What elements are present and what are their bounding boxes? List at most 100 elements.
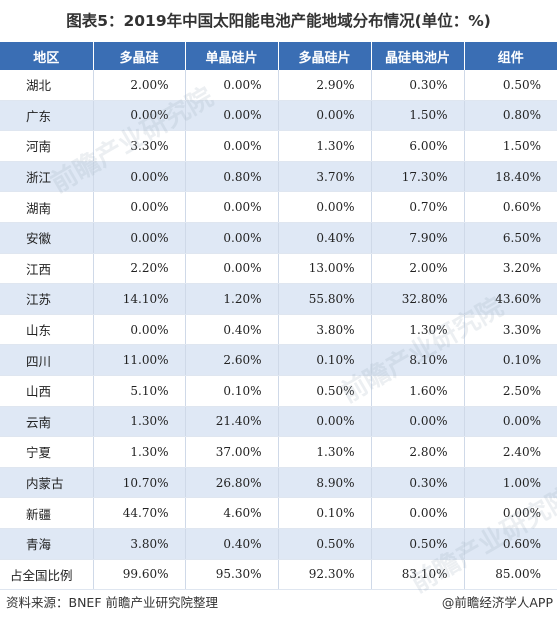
cell-cell: 1.60%	[371, 375, 465, 407]
table-row: 山东 0.00% 0.40% 3.80% 1.30% 3.30%	[0, 314, 557, 346]
cell-mono-wafer: 95.30%	[185, 559, 279, 591]
table-row: 内蒙古 10.70% 26.80% 8.90% 0.30% 1.00%	[0, 467, 557, 499]
table-row: 浙江 0.00% 0.80% 3.70% 17.30% 18.40%	[0, 161, 557, 193]
cell-multi-wafer: 0.00%	[278, 191, 372, 223]
cell-polysilicon: 3.80%	[93, 528, 186, 560]
cell-module: 0.10%	[464, 344, 557, 376]
cell-multi-wafer: 8.90%	[278, 467, 372, 499]
cell-polysilicon: 10.70%	[93, 467, 186, 499]
cell-module: 0.60%	[464, 191, 557, 223]
cell-region: 青海	[0, 528, 94, 560]
cell-mono-wafer: 1.20%	[185, 283, 279, 315]
cell-module: 0.00%	[464, 497, 557, 529]
cell-module: 18.40%	[464, 161, 557, 193]
cell-mono-wafer: 2.60%	[185, 344, 279, 376]
cell-region: 江苏	[0, 283, 94, 315]
cell-cell: 0.00%	[371, 497, 465, 529]
cell-multi-wafer: 92.30%	[278, 559, 372, 591]
cell-mono-wafer: 0.00%	[185, 70, 279, 101]
cell-mono-wafer: 0.00%	[185, 191, 279, 223]
cell-cell: 0.70%	[371, 191, 465, 223]
cell-multi-wafer: 1.30%	[278, 436, 372, 468]
cell-polysilicon: 2.20%	[93, 253, 186, 285]
cell-module: 0.60%	[464, 528, 557, 560]
cell-cell: 17.30%	[371, 161, 465, 193]
cell-region: 湖北	[0, 70, 94, 101]
cell-region: 四川	[0, 344, 94, 376]
cell-multi-wafer: 0.00%	[278, 406, 372, 438]
cell-cell: 0.30%	[371, 70, 465, 101]
cell-multi-wafer: 3.80%	[278, 314, 372, 346]
cell-cell: 1.50%	[371, 100, 465, 132]
table-row: 湖南 0.00% 0.00% 0.00% 0.70% 0.60%	[0, 191, 557, 223]
cell-polysilicon: 3.30%	[93, 130, 186, 162]
cell-region: 新疆	[0, 497, 94, 529]
cell-polysilicon: 0.00%	[93, 191, 186, 223]
cell-mono-wafer: 0.00%	[185, 100, 279, 132]
cell-module: 1.00%	[464, 467, 557, 499]
cell-region: 安徽	[0, 222, 94, 254]
cell-multi-wafer: 0.40%	[278, 222, 372, 254]
capacity-table: 地区 多晶硅 单晶硅片 多晶硅片 晶硅电池片 组件 湖北 2.00% 0.00% 2.…	[0, 42, 557, 591]
table-row: 青海 3.80% 0.40% 0.50% 0.50% 0.60%	[0, 528, 557, 560]
table-row: 湖北 2.00% 0.00% 2.90% 0.30% 0.50%	[0, 70, 557, 101]
cell-multi-wafer: 0.10%	[278, 497, 372, 529]
source-note: 资料来源：BNEF 前瞻产业研究院整理	[6, 595, 218, 610]
cell-cell: 0.00%	[371, 406, 465, 438]
header-cell: 晶硅电池片	[371, 42, 465, 70]
cell-polysilicon: 0.00%	[93, 161, 186, 193]
cell-mono-wafer: 37.00%	[185, 436, 279, 468]
header-polysilicon: 多晶硅	[93, 42, 186, 70]
table-body: 湖北 2.00% 0.00% 2.90% 0.30% 0.50% 广东 0.00% 0.00% 0…	[0, 70, 557, 591]
cell-module: 3.30%	[464, 314, 557, 346]
cell-region: 占全国比例	[0, 559, 94, 591]
cell-mono-wafer: 4.60%	[185, 497, 279, 529]
cell-cell: 8.10%	[371, 344, 465, 376]
cell-polysilicon: 1.30%	[93, 436, 186, 468]
table-row: 山西 5.10% 0.10% 0.50% 1.60% 2.50%	[0, 375, 557, 407]
cell-region: 湖南	[0, 191, 94, 223]
cell-mono-wafer: 0.00%	[185, 253, 279, 285]
cell-polysilicon: 44.70%	[93, 497, 186, 529]
header-multi-wafer: 多晶硅片	[278, 42, 372, 70]
cell-polysilicon: 1.30%	[93, 406, 186, 438]
cell-polysilicon: 0.00%	[93, 314, 186, 346]
cell-region: 浙江	[0, 161, 94, 193]
cell-cell: 32.80%	[371, 283, 465, 315]
cell-cell: 0.50%	[371, 528, 465, 560]
cell-mono-wafer: 0.00%	[185, 130, 279, 162]
cell-polysilicon: 14.10%	[93, 283, 186, 315]
header-row: 地区 多晶硅 单晶硅片 多晶硅片 晶硅电池片 组件	[0, 42, 557, 70]
cell-multi-wafer: 0.00%	[278, 100, 372, 132]
header-mono-wafer: 单晶硅片	[185, 42, 279, 70]
cell-multi-wafer: 3.70%	[278, 161, 372, 193]
cell-cell: 1.30%	[371, 314, 465, 346]
table-row: 安徽 0.00% 0.00% 0.40% 7.90% 6.50%	[0, 222, 557, 254]
cell-mono-wafer: 0.10%	[185, 375, 279, 407]
cell-module: 2.50%	[464, 375, 557, 407]
cell-region: 江西	[0, 253, 94, 285]
cell-module: 6.50%	[464, 222, 557, 254]
cell-multi-wafer: 0.50%	[278, 528, 372, 560]
cell-multi-wafer: 0.50%	[278, 375, 372, 407]
cell-module: 3.20%	[464, 253, 557, 285]
cell-polysilicon: 11.00%	[93, 344, 186, 376]
cell-region: 河南	[0, 130, 94, 162]
cell-module: 43.60%	[464, 283, 557, 315]
cell-module: 0.50%	[464, 70, 557, 101]
cell-polysilicon: 99.60%	[93, 559, 186, 591]
table-row: 江西 2.20% 0.00% 13.00% 2.00% 3.20%	[0, 253, 557, 285]
cell-module: 2.40%	[464, 436, 557, 468]
cell-region: 山东	[0, 314, 94, 346]
cell-mono-wafer: 0.00%	[185, 222, 279, 254]
cell-multi-wafer: 1.30%	[278, 130, 372, 162]
table-row: 云南 1.30% 21.40% 0.00% 0.00% 0.00%	[0, 406, 557, 438]
cell-region: 云南	[0, 406, 94, 438]
table-row: 四川 11.00% 2.60% 0.10% 8.10% 0.10%	[0, 344, 557, 376]
cell-cell: 83.10%	[371, 559, 465, 591]
cell-multi-wafer: 13.00%	[278, 253, 372, 285]
cell-cell: 2.00%	[371, 253, 465, 285]
table-row: 新疆 44.70% 4.60% 0.10% 0.00% 0.00%	[0, 497, 557, 529]
cell-region: 内蒙古	[0, 467, 94, 499]
cell-multi-wafer: 55.80%	[278, 283, 372, 315]
